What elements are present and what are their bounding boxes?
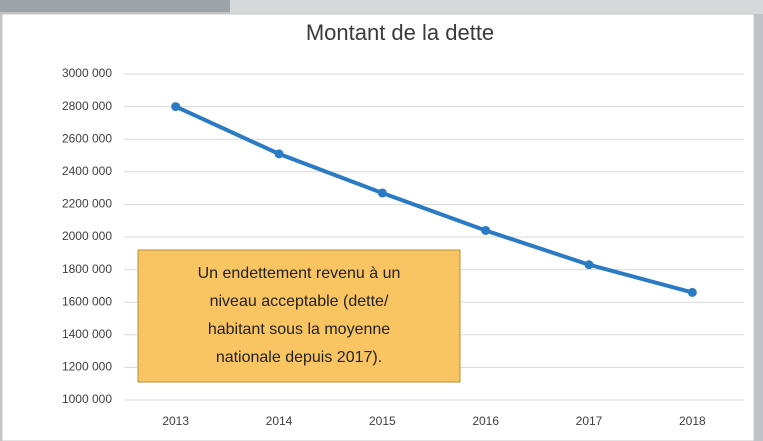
y-tick-label: 1000 000	[62, 392, 112, 406]
y-tick-label: 3000 000	[62, 66, 112, 80]
annotation-text: niveau acceptable (dette/	[210, 293, 389, 310]
x-tick-label: 2014	[266, 414, 293, 428]
x-tick-label: 2015	[369, 414, 396, 428]
y-tick-label: 2200 000	[62, 197, 112, 211]
x-tick-label: 2013	[162, 414, 189, 428]
y-tick-label: 1600 000	[62, 294, 112, 308]
marker	[687, 287, 697, 297]
y-tick-label: 1200 000	[62, 360, 112, 374]
marker	[377, 188, 387, 198]
y-tick-label: 2600 000	[62, 131, 112, 145]
x-tick-label: 2018	[679, 414, 706, 428]
y-tick-label: 2400 000	[62, 164, 112, 178]
marker	[584, 260, 594, 270]
y-tick-label: 1400 000	[62, 327, 112, 341]
y-tick-label: 1800 000	[62, 262, 112, 276]
y-tick-label: 2000 000	[62, 229, 112, 243]
annotation-text: Un endettement revenu à un	[198, 265, 401, 282]
y-tick-label: 2800 000	[62, 99, 112, 113]
x-tick-label: 2017	[576, 414, 603, 428]
x-tick-label: 2016	[472, 414, 499, 428]
annotation-box	[137, 249, 461, 383]
top-bar-panel	[230, 0, 763, 14]
annotation-text: habitant sous la moyenne	[208, 321, 390, 338]
line	[174, 104, 693, 295]
marker	[274, 149, 284, 159]
marker	[481, 225, 491, 235]
marker	[171, 102, 181, 112]
annotation-text: nationale depuis 2017).	[216, 349, 382, 366]
chart-title: Montant de la dette	[306, 20, 494, 45]
